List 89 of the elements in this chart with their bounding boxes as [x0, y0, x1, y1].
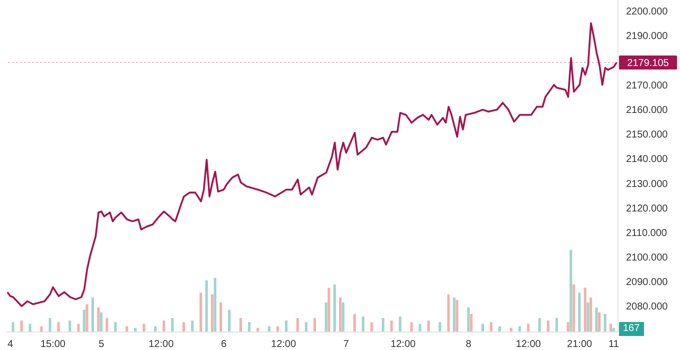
bar — [339, 298, 342, 332]
bar — [456, 300, 458, 332]
x-tick-label: 12:00 — [516, 339, 542, 350]
y-tick-label: 2150.000 — [626, 130, 668, 141]
bar — [182, 322, 186, 332]
bar — [200, 292, 202, 332]
bar — [313, 318, 316, 332]
bar — [48, 318, 52, 332]
bar — [162, 320, 166, 332]
ref-line-label: 2179.105 — [627, 58, 670, 69]
y-tick-label: 2090.000 — [626, 277, 668, 288]
text: 167 — [619, 322, 644, 336]
bar — [566, 322, 570, 332]
bar — [410, 322, 413, 332]
x-tick-label: 11 — [608, 339, 620, 350]
x-tick-label: 6 — [220, 339, 227, 350]
x-tick-label: 12:00 — [271, 339, 296, 350]
bar — [333, 284, 336, 332]
bar — [91, 298, 94, 332]
bar — [452, 298, 456, 332]
y-tick-label: 2140.000 — [626, 154, 668, 166]
bar — [362, 316, 364, 332]
x-tick-label: 7 — [343, 339, 350, 350]
bar — [570, 250, 572, 332]
bar — [546, 320, 550, 332]
bar — [12, 322, 14, 332]
bar — [214, 278, 216, 332]
bar — [86, 304, 88, 332]
bar — [598, 312, 601, 332]
line-series — [6, 22, 618, 308]
bar — [584, 288, 586, 332]
bar — [304, 322, 308, 332]
bar — [324, 302, 328, 332]
y-tick-label: 2170.000 — [626, 80, 668, 92]
y-tick-label: 2130.000 — [626, 178, 668, 190]
x-tick-label: 4 — [7, 339, 14, 350]
bar — [219, 302, 222, 332]
bar — [447, 294, 450, 332]
bar — [390, 320, 393, 332]
x-tick-label: 5 — [98, 339, 105, 350]
bar — [555, 318, 558, 332]
y-tick-label: 2080.000 — [626, 302, 668, 313]
bar — [20, 320, 23, 332]
bar — [210, 294, 214, 332]
bar — [328, 288, 330, 332]
x-tick-label: 12:00 — [390, 339, 416, 350]
bar — [370, 322, 373, 332]
x-tick-label: 15:00 — [40, 339, 66, 350]
bar — [97, 307, 100, 332]
bar — [382, 318, 384, 332]
bar — [100, 312, 102, 332]
bar — [228, 310, 231, 332]
bar — [342, 302, 344, 332]
bar — [470, 314, 473, 332]
bar — [490, 322, 492, 332]
bar — [191, 320, 194, 332]
y-tick-label: 2190.000 — [626, 31, 668, 42]
bar — [590, 298, 592, 332]
bar — [604, 314, 606, 332]
bar — [467, 307, 470, 332]
x-tick-label: 21:00 — [567, 339, 593, 350]
bar — [438, 322, 442, 332]
x-tick-label: 12:00 — [148, 339, 174, 350]
bar — [427, 320, 430, 332]
bar — [538, 318, 541, 332]
bar — [106, 318, 108, 332]
bar — [578, 292, 581, 332]
y-tick-label: 2120.000 — [626, 203, 668, 214]
bar — [114, 322, 117, 332]
bar — [82, 310, 86, 332]
bar — [296, 318, 299, 332]
bar — [239, 318, 242, 332]
bar — [398, 316, 402, 332]
bar — [205, 280, 208, 332]
bar — [248, 322, 251, 332]
y-tick-label: 2200.000 — [626, 6, 668, 18]
bar — [586, 302, 590, 332]
y-tick-label: 2110.000 — [626, 228, 668, 239]
bar — [68, 320, 72, 332]
bar — [353, 314, 356, 332]
bar — [284, 320, 288, 332]
bar — [57, 322, 60, 332]
y-tick-label: 2100.000 — [626, 252, 668, 264]
x-tick-label: 8 — [466, 339, 472, 350]
bar — [595, 307, 598, 332]
bar — [418, 324, 422, 332]
bar — [171, 318, 174, 332]
bar — [572, 284, 576, 332]
y-tick-label: 2160.000 — [626, 104, 668, 116]
